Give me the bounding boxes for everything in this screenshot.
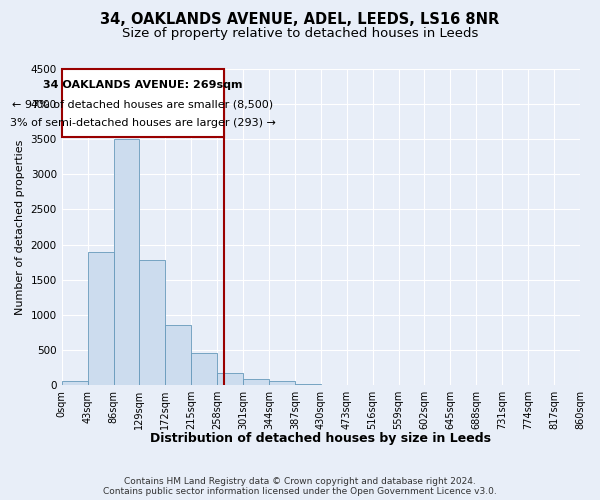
Text: 34, OAKLANDS AVENUE, ADEL, LEEDS, LS16 8NR: 34, OAKLANDS AVENUE, ADEL, LEEDS, LS16 8… — [100, 12, 500, 28]
Bar — [295, 384, 321, 385]
Bar — [88, 252, 113, 385]
Text: Size of property relative to detached houses in Leeds: Size of property relative to detached ho… — [122, 28, 478, 40]
Y-axis label: Number of detached properties: Number of detached properties — [15, 140, 25, 314]
Text: 3% of semi-detached houses are larger (293) →: 3% of semi-detached houses are larger (2… — [10, 118, 275, 128]
Bar — [269, 382, 295, 385]
Bar — [139, 260, 166, 385]
Bar — [217, 372, 243, 385]
X-axis label: Distribution of detached houses by size in Leeds: Distribution of detached houses by size … — [151, 432, 491, 445]
Text: ← 97% of detached houses are smaller (8,500): ← 97% of detached houses are smaller (8,… — [12, 99, 273, 109]
Bar — [166, 326, 191, 385]
Bar — [191, 354, 217, 385]
Bar — [113, 139, 139, 385]
Bar — [62, 382, 88, 385]
Text: Contains public sector information licensed under the Open Government Licence v3: Contains public sector information licen… — [103, 487, 497, 496]
Text: Contains HM Land Registry data © Crown copyright and database right 2024.: Contains HM Land Registry data © Crown c… — [124, 477, 476, 486]
Text: 34 OAKLANDS AVENUE: 269sqm: 34 OAKLANDS AVENUE: 269sqm — [43, 80, 242, 90]
Bar — [243, 378, 269, 385]
